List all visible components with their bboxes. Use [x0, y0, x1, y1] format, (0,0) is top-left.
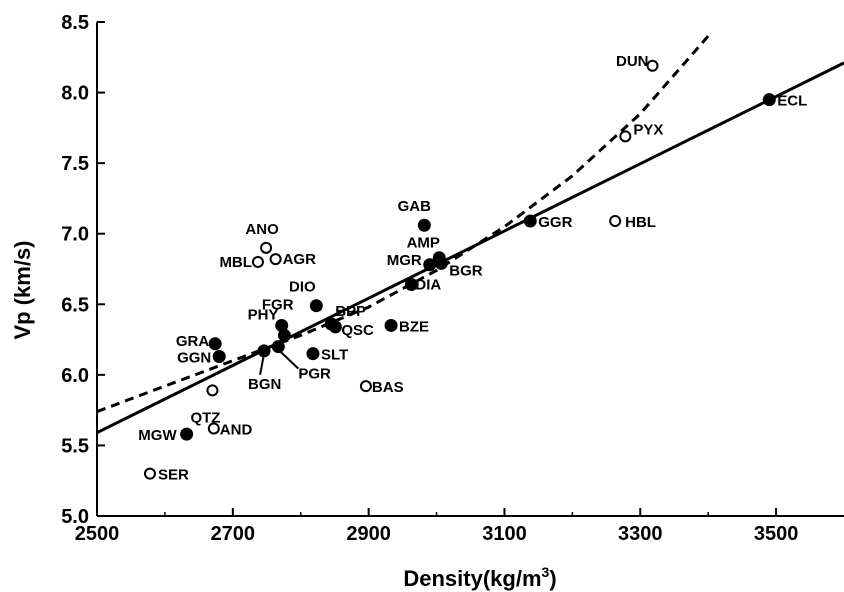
point-label-dia: DIA — [415, 277, 441, 294]
leader-line-bgn — [259, 353, 266, 376]
point-label-dun: DUN — [616, 53, 649, 70]
data-point-qsc — [328, 320, 342, 334]
data-point-ggr — [523, 214, 537, 228]
point-label-gra: GRA — [176, 333, 210, 350]
point-label-ecl: ECL — [777, 93, 807, 110]
point-label-ggn: GGN — [177, 350, 211, 367]
data-point-and — [207, 422, 220, 435]
data-point-mbl — [251, 255, 264, 268]
data-point-gab — [417, 218, 431, 232]
y-tick-label: 7.5 — [61, 153, 89, 175]
data-point-phy — [277, 328, 291, 342]
point-label-bgn: BGN — [248, 376, 281, 393]
data-point-dun — [646, 59, 659, 72]
point-label-ggr: GGR — [538, 214, 572, 231]
point-label-mgr: MGR — [387, 252, 422, 269]
point-label-bpp: BPP — [335, 303, 366, 320]
data-point-dia — [404, 278, 418, 292]
plot-area — [97, 35, 844, 480]
point-label-phy: PHY — [248, 306, 279, 323]
x-tick-label: 3500 — [754, 523, 799, 545]
x-tick-label: 2500 — [75, 523, 120, 545]
point-label-agr: AGR — [283, 251, 317, 268]
data-point-pyx — [619, 130, 632, 143]
x-tick-label: 3300 — [618, 523, 663, 545]
point-label-hbl: HBL — [625, 214, 656, 231]
point-label-gab: GAB — [398, 198, 432, 215]
data-point-bas — [359, 380, 372, 393]
point-label-pgr: PGR — [298, 366, 331, 383]
point-label-dio: DIO — [289, 279, 316, 296]
data-point-hbl — [609, 215, 622, 228]
x-tick-label: 3100 — [482, 523, 527, 545]
x-axis-title-superscript: 3 — [542, 564, 550, 580]
data-point-bgn — [257, 344, 271, 358]
x-axis-title-close: ) — [549, 566, 556, 591]
data-point-qtz — [206, 384, 219, 397]
y-tick-label: 6.5 — [61, 294, 89, 316]
point-label-ser: SER — [158, 467, 189, 484]
y-tick-label: 8.5 — [61, 12, 89, 34]
point-label-fgr: FGR — [262, 296, 294, 313]
data-point-slt — [306, 347, 320, 361]
data-point-ano — [260, 241, 273, 254]
data-point-mgr — [423, 258, 437, 272]
data-point-agr — [269, 253, 282, 266]
y-tick-label: 6.0 — [61, 365, 89, 387]
data-point-bgr — [434, 256, 448, 270]
y-tick-label: 5.5 — [61, 435, 89, 457]
point-label-pyx: PYX — [633, 121, 663, 138]
data-point-ser — [143, 467, 156, 480]
point-label-ano: ANO — [245, 221, 279, 238]
data-point-bze — [384, 318, 398, 332]
y-axis-title: Vp (km/s) — [10, 240, 35, 339]
point-label-bas: BAS — [372, 379, 404, 396]
leader-line-pgr — [277, 348, 300, 370]
data-point-dio — [309, 299, 323, 313]
point-label-qsc: QSC — [341, 322, 374, 339]
y-tick-label: 5.0 — [61, 506, 89, 528]
point-label-and: AND — [220, 421, 253, 438]
point-label-qtz: QTZ — [190, 409, 220, 426]
data-point-ecl — [762, 93, 776, 107]
y-tick-label: 8.0 — [61, 83, 89, 105]
data-point-gra — [208, 337, 222, 351]
y-tick-label: 7.0 — [61, 224, 89, 246]
point-label-bze: BZE — [399, 318, 429, 335]
point-label-mbl: MBL — [219, 254, 252, 271]
point-label-slt: SLT — [321, 347, 348, 364]
data-point-ggn — [212, 350, 226, 364]
point-label-bgr: BGR — [449, 262, 483, 279]
x-tick-label: 2700 — [211, 523, 256, 545]
x-axis-title: Density(kg/m3) — [403, 564, 556, 591]
point-label-amp: AMP — [407, 235, 440, 252]
point-label-mgw: MGW — [138, 427, 177, 444]
x-tick-label: 2900 — [346, 523, 391, 545]
data-point-mgw — [180, 427, 194, 441]
fit-line-dashed — [97, 35, 710, 414]
data-point-pgr — [271, 340, 285, 354]
axes: 2500 2700 2900 3100 3300 3500 5.0 5.5 6.0 6.5 7.0 7… — [61, 12, 844, 545]
